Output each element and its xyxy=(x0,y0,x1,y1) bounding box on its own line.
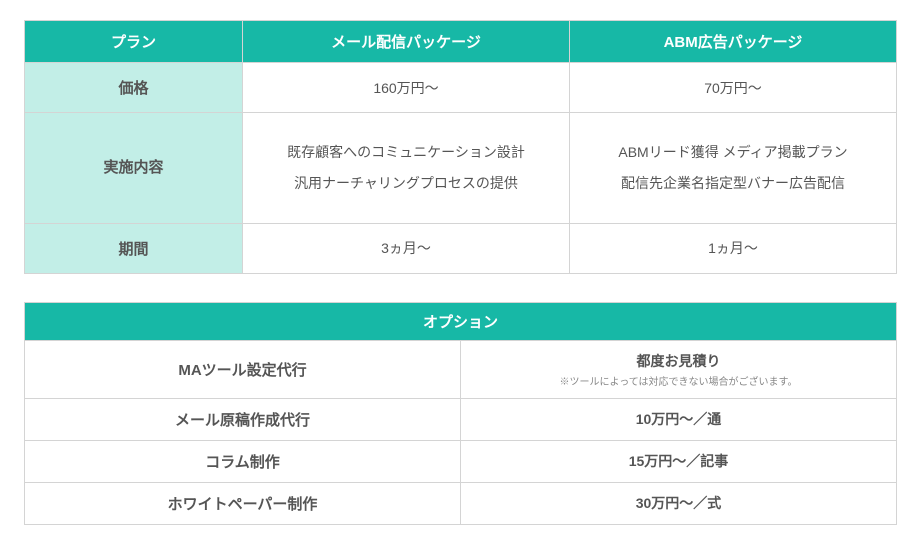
option-value: 30万円〜／式 xyxy=(636,495,722,511)
plan-pricing-table: プラン メール配信パッケージ ABM広告パッケージ 価格160万円〜70万円〜実… xyxy=(24,20,897,274)
plan-cell: 70万円〜 xyxy=(570,63,897,113)
option-table-body: MAツール設定代行 都度お見積り ※ツールによっては対応できない場合がございます。メ… xyxy=(25,340,897,524)
option-rowlabel: MAツール設定代行 xyxy=(25,340,461,398)
plan-cell: ABMリード獲得 メディア掲載プラン配信先企業名指定型バナー広告配信 xyxy=(570,113,897,224)
option-value: 10万円〜／通 xyxy=(636,411,722,427)
plan-header-mail: メール配信パッケージ xyxy=(243,21,570,63)
option-cell: 都度お見積り ※ツールによっては対応できない場合がございます。 xyxy=(461,340,897,398)
option-rowlabel: コラム制作 xyxy=(25,440,461,482)
option-cell: 10万円〜／通 xyxy=(461,398,897,440)
plan-rowlabel: 価格 xyxy=(25,63,243,113)
option-rowlabel: メール原稿作成代行 xyxy=(25,398,461,440)
plan-header-plan: プラン xyxy=(25,21,243,63)
plan-table-body: 価格160万円〜70万円〜実施内容既存顧客へのコミュニケーション設計汎用ナーチャ… xyxy=(25,63,897,274)
option-cell: 30万円〜／式 xyxy=(461,482,897,524)
plan-cell: 1ヵ月〜 xyxy=(570,223,897,273)
option-header: オプション xyxy=(25,302,897,340)
plan-header-abm: ABM広告パッケージ xyxy=(570,21,897,63)
option-note: ※ツールによっては対応できない場合がございます。 xyxy=(469,373,888,388)
option-cell: 15万円〜／記事 xyxy=(461,440,897,482)
option-value: 15万円〜／記事 xyxy=(629,453,729,469)
option-rowlabel: ホワイトペーパー制作 xyxy=(25,482,461,524)
option-value: 都度お見積り xyxy=(637,353,721,369)
option-pricing-table: オプション MAツール設定代行 都度お見積り ※ツールによっては対応できない場合がご… xyxy=(24,302,897,525)
plan-cell: 160万円〜 xyxy=(243,63,570,113)
plan-cell: 3ヵ月〜 xyxy=(243,223,570,273)
plan-rowlabel: 実施内容 xyxy=(25,113,243,224)
plan-rowlabel: 期間 xyxy=(25,223,243,273)
plan-cell: 既存顧客へのコミュニケーション設計汎用ナーチャリングプロセスの提供 xyxy=(243,113,570,224)
